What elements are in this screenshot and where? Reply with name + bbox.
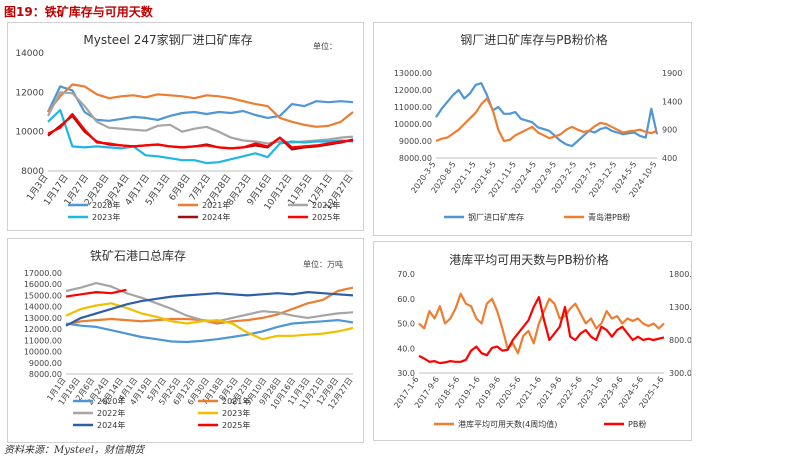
legend-label: 2024年 [202,212,230,222]
legend-label: 钢厂进口矿库存 [468,212,524,222]
y-tick-label: 60.0 [397,295,415,304]
unit-label: 单位： [313,41,337,51]
y2-tick-label: 800.0 [669,336,691,345]
chart-inventory-vs-pb: 钢厂进口矿库存与PB粉价格 8000.00 9000.00 10000.00 11000… [394,32,683,222]
series-line-0 [47,85,354,122]
y-tick-label: 70.0 [397,270,415,279]
series-line-4 [47,114,354,151]
legend-label: 2020年 [97,396,125,406]
series-line-5 [47,112,354,150]
unit-label: 单位：万吨 [303,259,343,269]
y-tick-label: 13000.00 [394,69,432,78]
chart-title: Mysteel 247家钢厂进口矿库存 [83,32,252,47]
chart-panel-inventory-vs-pb: 钢厂进口矿库存与PB粉价格 8000.00 9000.00 10000.00 11000… [373,22,692,236]
y-tick-label: 10000 [15,128,44,138]
legend-label: 青岛港PB粉 [588,212,630,222]
figure-title: 图19：铁矿库存与可用天数 [4,5,153,19]
y-tick-label: 40.0 [397,344,415,353]
y-tick-label: 8000.00 [399,154,432,163]
chart-steel-mill-inventory: Mysteel 247家钢厂进口矿库存单位： 8000 10000 12000 1400… [15,32,355,222]
y2-tick-label: 400 [662,154,677,163]
series-line-5 [65,288,127,298]
y-tick-label: 8000.00 [29,370,62,379]
series-line-4 [65,290,354,327]
y-tick-label: 10000.00 [24,348,62,357]
y2-tick-label: 1900 [662,69,682,78]
y-tick-label: 11000.00 [24,336,62,345]
legend-label: PB粉 [628,419,646,429]
y-tick-label: 10000.00 [394,120,432,129]
legend-label: 2023年 [222,408,250,418]
series-line-2 [47,91,354,145]
legend-label: 2021年 [202,200,230,210]
legend-label: 2023年 [92,212,120,222]
legend-label: 2024年 [97,420,125,430]
chart-panel-steel-mill-inventory: Mysteel 247家钢厂进口矿库存单位： 8000 10000 12000 1400… [7,22,364,231]
y-tick-label: 30.0 [397,369,415,378]
y-tick-label: 14000.00 [24,303,62,312]
y-tick-label: 12000.00 [24,325,62,334]
y2-tick-label: 900 [662,126,677,135]
y2-tick-label: 1400 [662,97,682,106]
chart-panel-available-days-vs-pb: 港库平均可用天数与PB粉价格 30.0 40.0 50.0 60.0 70.0 300.0 8… [373,241,692,441]
y-tick-label: 13000.00 [24,314,62,323]
source-note: 资料来源：Mysteel，财信期货 [4,445,145,456]
y-tick-label: 16000.00 [24,280,62,289]
y-tick-label: 17000.00 [24,269,62,278]
chart-panel-port-inventory: 铁矿石港口总库存单位：万吨 8000.00 9000.00 10000.00 11000… [7,238,364,443]
series-line-3 [47,108,354,165]
legend-label: 2022年 [312,200,340,210]
y-tick-label: 9000.00 [399,137,432,146]
legend-label: 2021年 [222,396,250,406]
series-line-0 [418,292,665,355]
y-tick-label: 9000.00 [29,359,62,368]
y-tick-label: 14000 [15,49,44,59]
y-tick-label: 11000.00 [394,103,432,112]
legend-label: 2025年 [222,420,250,430]
series-line-3 [65,302,354,341]
series-line-0 [435,82,659,148]
chart-title: 铁矿石港口总库存 [90,248,186,263]
series-line-1 [435,97,658,143]
y-tick-label: 8000 [21,167,44,177]
chart-available-days-vs-pb: 港库平均可用天数与PB粉价格 30.0 40.0 50.0 60.0 70.0 300.0 8… [392,252,691,429]
legend-label: 2020年 [92,200,120,210]
y-tick-label: 15000.00 [24,291,62,300]
y-tick-label: 12000.00 [394,86,432,95]
y-tick-label: 50.0 [397,320,415,329]
series-line-0 [65,318,354,344]
legend-label: 港库平均可用天数(4周均值) [458,419,557,429]
y2-tick-label: 300.0 [669,369,691,378]
legend-label: 2022年 [97,408,125,418]
legend-label: 2025年 [312,212,340,222]
y-tick-label: 12000 [15,88,44,98]
y2-tick-label: 1300.0 [669,303,691,312]
chart-title: 港库平均可用天数与PB粉价格 [449,252,608,267]
series-line-1 [418,295,665,365]
series-line-1 [47,83,354,128]
chart-title: 钢厂进口矿库存与PB粉价格 [460,32,607,47]
y2-tick-label: 1800.0 [669,270,691,279]
